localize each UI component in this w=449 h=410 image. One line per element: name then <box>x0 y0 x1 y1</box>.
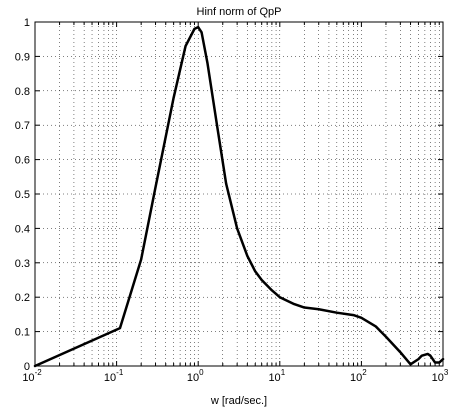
x-tick-label: 10-1 <box>104 368 124 384</box>
y-tick-label: 0.7 <box>15 120 30 132</box>
y-tick-label: 0 <box>24 361 30 373</box>
series-layer <box>33 25 445 368</box>
axis-ticks: 10-2 10-1 100 101 102 103 0 0.1 0.2 0.3 0.4 0.5 0.6 0… <box>15 17 449 384</box>
x-tick-label: 103 <box>432 368 449 384</box>
y-tick-label: 0.4 <box>15 223 30 235</box>
y-tick-label: 0.1 <box>15 327 30 339</box>
x-tick-label: 102 <box>350 368 367 384</box>
y-tick-label: 0.2 <box>15 292 30 304</box>
x-tick-label: 100 <box>187 368 204 384</box>
grid <box>35 22 443 366</box>
x-tick-label: 10-2 <box>22 368 42 384</box>
y-tick-label: 0.5 <box>15 189 30 201</box>
y-tick-label: 0.9 <box>15 51 30 63</box>
y-tick-label: 0.8 <box>15 86 30 98</box>
y-tick-label: 1 <box>24 17 30 29</box>
y-tick-label: 0.6 <box>15 155 30 167</box>
x-axis-label: w [rad/sec.] <box>210 395 267 407</box>
x-tick-label: 101 <box>268 368 285 384</box>
chart-title: Hinf norm of QpP <box>197 6 282 18</box>
series-line <box>33 25 445 368</box>
y-tick-label: 0.3 <box>15 258 30 270</box>
